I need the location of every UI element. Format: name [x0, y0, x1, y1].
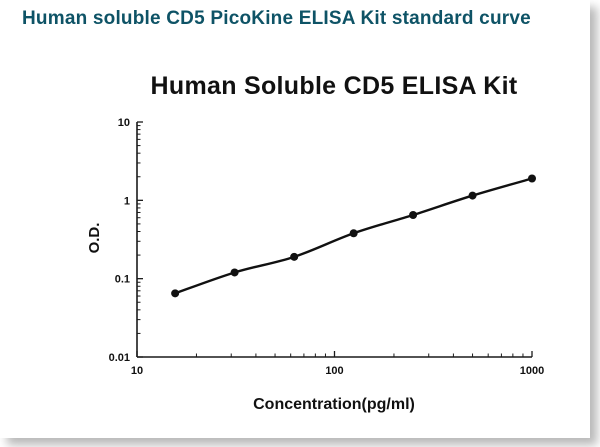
data-point-marker	[290, 252, 299, 261]
data-point-marker	[409, 210, 418, 219]
data-point-marker	[349, 229, 358, 238]
y-tick-label: 10	[118, 117, 130, 129]
page-title: Human soluble CD5 PicoKine ELISA Kit sta…	[22, 8, 531, 29]
y-tick-label: 0.1	[115, 274, 130, 286]
y-tick-label: 0.01	[109, 352, 130, 364]
data-point-marker	[468, 191, 477, 200]
x-tick-label: 100	[325, 365, 343, 377]
data-point-marker	[230, 268, 239, 277]
chart-card: Human soluble CD5 PicoKine ELISA Kit sta…	[22, 8, 545, 413]
x-tick-label: 1000	[520, 365, 544, 377]
data-point-marker	[528, 174, 536, 183]
data-point-marker	[171, 289, 180, 298]
chart-title: Human Soluble CD5 ELISA Kit	[150, 72, 518, 100]
x-axis-label: Concentration(pg/ml)	[253, 396, 415, 413]
x-tick-label: 10	[131, 365, 143, 377]
y-tick-label: 1	[124, 195, 130, 207]
